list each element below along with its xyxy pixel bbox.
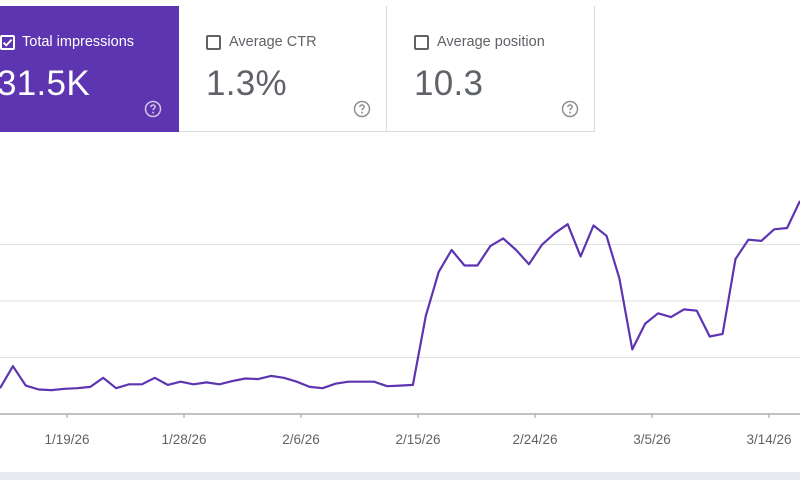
data-point (592, 224, 594, 226)
series-line-total-impressions (0, 200, 800, 392)
data-point (334, 383, 336, 385)
data-point (89, 386, 91, 388)
metric-card-average-position[interactable]: Average position 10.3 (387, 6, 595, 132)
x-tick-label: 1/28/26 (161, 432, 206, 447)
help-icon[interactable] (561, 100, 579, 118)
data-point (257, 378, 259, 380)
data-point (644, 322, 646, 324)
metric-card-average-ctr[interactable]: Average CTR 1.3% (179, 6, 387, 132)
metric-card-total-impressions[interactable]: Total impressions 31.5K (0, 6, 179, 132)
data-point (541, 244, 543, 246)
data-point (670, 316, 672, 318)
x-tick-label: 1/19/26 (44, 432, 89, 447)
impressions-line-chart[interactable]: 1/19/26 1/28/26 2/6/26 2/15/26 2/24/26 3/5/26… (0, 180, 800, 450)
data-point (489, 245, 491, 247)
data-point (38, 388, 40, 390)
data-point (373, 381, 375, 383)
data-point (386, 385, 388, 387)
data-point (528, 263, 530, 265)
checkbox-checked-icon[interactable] (0, 35, 15, 50)
metric-value: 31.5K (0, 64, 90, 103)
data-point (399, 384, 401, 386)
data-point (25, 384, 27, 386)
help-icon[interactable] (353, 100, 371, 118)
data-point (270, 375, 272, 377)
data-point (296, 381, 298, 383)
data-point (102, 377, 104, 379)
data-point (425, 315, 427, 317)
data-point (205, 381, 207, 383)
data-point (567, 223, 569, 225)
data-point (192, 383, 194, 385)
data-point (554, 232, 556, 234)
checkbox-unchecked-icon[interactable] (414, 35, 429, 50)
data-point (321, 387, 323, 389)
x-tick-label: 2/24/26 (512, 432, 557, 447)
data-point (760, 240, 762, 242)
data-point (76, 387, 78, 389)
data-point (721, 333, 723, 335)
page-footer-strip (0, 472, 800, 480)
data-point (618, 277, 620, 279)
data-point (747, 239, 749, 241)
data-point (115, 387, 117, 389)
x-tick-label: 2/6/26 (282, 432, 320, 447)
data-point (773, 228, 775, 230)
data-point (360, 381, 362, 383)
help-icon[interactable] (144, 100, 162, 118)
data-point (167, 384, 169, 386)
data-point (463, 264, 465, 266)
data-point (244, 377, 246, 379)
metric-label: Average position (437, 34, 545, 50)
metric-label: Average CTR (229, 34, 317, 50)
data-point (141, 383, 143, 385)
data-point (179, 381, 181, 383)
data-point (12, 365, 14, 367)
data-point (579, 255, 581, 257)
data-point (734, 258, 736, 260)
data-point (450, 249, 452, 251)
x-tick-label: 3/5/26 (633, 432, 671, 447)
metric-value: 10.3 (414, 64, 484, 103)
data-point (231, 380, 233, 382)
data-point (218, 383, 220, 385)
data-point (309, 386, 311, 388)
data-point (438, 271, 440, 273)
data-point (412, 384, 414, 386)
x-tick-label: 3/14/26 (746, 432, 791, 447)
data-point (786, 227, 788, 229)
data-point (605, 235, 607, 237)
data-point (515, 249, 517, 251)
data-point (63, 388, 65, 390)
data-point (696, 310, 698, 312)
data-point (128, 383, 130, 385)
data-point (657, 312, 659, 314)
data-point (709, 335, 711, 337)
data-point (683, 308, 685, 310)
data-point (50, 389, 52, 391)
checkbox-unchecked-icon[interactable] (206, 35, 221, 50)
data-point (283, 377, 285, 379)
metric-cards: Total impressions 31.5K Average CTR 1.3% (0, 6, 800, 132)
metric-label: Total impressions (22, 34, 135, 50)
data-point (502, 237, 504, 239)
x-tick-label: 2/15/26 (395, 432, 440, 447)
data-point (631, 348, 633, 350)
data-point (347, 381, 349, 383)
metric-value: 1.3% (206, 64, 287, 103)
data-point (476, 264, 478, 266)
data-point (154, 377, 156, 379)
